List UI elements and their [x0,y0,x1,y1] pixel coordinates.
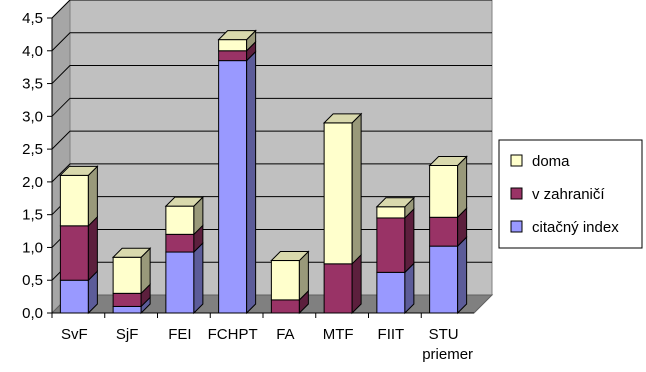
bar-segment-side [246,50,257,315]
x-tick-label: FA [276,326,294,343]
bar-segment [59,279,89,314]
legend-swatch [510,154,523,167]
y-tick-label: 0,0 [22,305,43,322]
gridline [51,0,492,19]
bar-segment [323,122,353,265]
y-tick-label: 1,0 [22,239,43,256]
bar-segment [429,165,459,218]
y-tick-label: 1,5 [22,207,43,224]
bar-segment-side [457,235,468,315]
x-tick-label: FCHPT [208,326,258,343]
y-tick-label: 0,5 [22,272,43,289]
bar-segment [270,299,300,314]
y-tick-label: 4,5 [22,10,43,27]
bar-segment-side [404,207,415,274]
bar-segment [165,233,195,253]
bar-top [428,156,468,166]
bar-segment [323,263,353,314]
y-tick-label: 2,5 [22,141,43,158]
bar-segment [429,216,459,247]
legend-label: v zahraničí [532,186,605,203]
x-tick-label: FIIT [378,326,405,343]
bar-segment [59,174,89,227]
x-tick-label: FEI [168,326,191,343]
gridline [51,32,492,52]
x-axis-ticks: SvF SjF FEI FCHPT FA MTF FIIT STU priemer [51,313,473,363]
legend-label: doma [532,153,570,170]
bar-top [322,113,363,124]
bar-segment-side [457,155,468,219]
legend-swatch [510,220,523,233]
bar-segment-side [87,215,98,282]
legend-box [498,139,643,249]
bar-top [111,247,152,258]
gridline [51,97,492,117]
bar-segment-side [351,112,362,266]
bar-segment [376,271,406,314]
bar-top [270,251,310,262]
bar-segment [59,225,89,281]
bar-segment [376,206,406,219]
bar-segment [165,251,195,314]
bar-segment-side [87,165,98,228]
bar-segment [218,39,248,52]
bar-segment [429,245,459,314]
bar-segment [112,256,142,294]
bar-segment [376,217,406,273]
bar-segment [165,205,195,235]
y-tick-label: 3,5 [22,76,43,93]
y-tick-label: 3,0 [22,108,43,125]
y-axis-ticks: 0,0 0,5 1,0 1,5 2,0 2,5 3,0 3,5 4,0 4,5 [22,10,52,322]
gridline [51,65,492,84]
legend: doma v zahraničí citačný index [498,139,643,249]
y-tick-label: 4,0 [22,43,43,60]
bar-top [375,197,416,208]
bar-segment [218,50,248,62]
bar-top [164,196,205,207]
x-tick-label: SjF [116,326,139,343]
bar-segment [218,60,248,314]
bar-segment [112,292,142,307]
y-tick-label: 2,0 [22,174,43,191]
bar-segment-side [193,241,204,315]
bar-segment [112,305,142,314]
bars [59,29,468,315]
x-tick-label: SvF [61,326,88,343]
legend-swatch [510,187,523,200]
x-tick-label: STU priemer [422,326,473,363]
x-tick-label: MTF [323,326,354,343]
legend-label: citačný index [532,219,619,236]
bar-top [59,165,99,176]
bar-top [217,30,257,41]
bar-segment [270,260,300,301]
bar-segment-side [351,253,362,315]
